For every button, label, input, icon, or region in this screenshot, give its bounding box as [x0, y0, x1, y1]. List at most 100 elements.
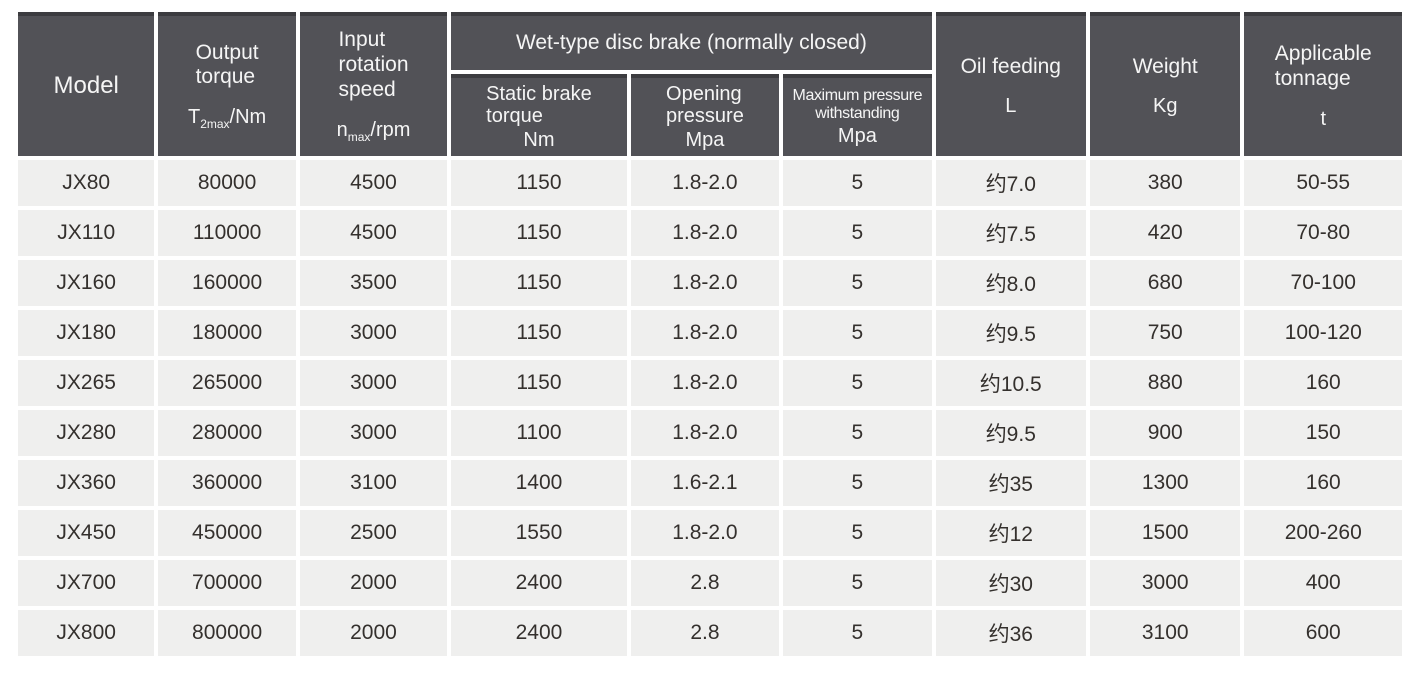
table-cell: 2400 [451, 560, 627, 606]
table-cell: 1.6-2.1 [630, 460, 780, 506]
table-cell: 5 [783, 260, 932, 306]
table-cell: 280000 [158, 410, 296, 456]
table-cell: 160 [1244, 360, 1402, 406]
table-cell: 50-55 [1244, 160, 1402, 206]
header-unit: Mpa [685, 129, 725, 151]
header-label: Weight [1132, 54, 1198, 78]
table-cell: 1150 [451, 210, 627, 256]
table-cell: 800000 [158, 610, 296, 656]
table-cell: 380 [1090, 160, 1241, 206]
table-cell: 2500 [299, 510, 448, 556]
table-header: Model Output torque T2max/Nm Input rotat… [18, 12, 1402, 156]
table-cell: JX280 [18, 410, 155, 456]
header-row-sub: Static brake torque Nm Opening pressure … [18, 74, 1402, 156]
header-opening-pressure: Opening pressure Mpa [630, 74, 780, 156]
table-cell: 1150 [451, 310, 627, 356]
table-cell: 约7.5 [935, 210, 1087, 256]
table-cell: JX160 [18, 260, 155, 306]
table-cell: 约8.0 [935, 260, 1087, 306]
spec-table: Model Output torque T2max/Nm Input rotat… [14, 8, 1406, 660]
table-cell: 1.8-2.0 [630, 310, 780, 356]
header-oil-feeding: Oil feeding L [935, 12, 1087, 156]
table-row: JX80 80000 4500 1150 1.8-2.0 5 约7.0 380 50-55 [18, 160, 1402, 206]
table-cell: 1550 [451, 510, 627, 556]
table-cell: 1150 [451, 360, 627, 406]
table-cell: 3100 [299, 460, 448, 506]
table-cell: 680 [1090, 260, 1241, 306]
table-cell: 约12 [935, 510, 1087, 556]
table-cell: JX360 [18, 460, 155, 506]
header-unit: Nm [523, 129, 555, 151]
table-cell: 1.8-2.0 [630, 360, 780, 406]
table-row: JX160 160000 3500 1150 1.8-2.0 5 约8.0 680 70-100 [18, 260, 1402, 306]
table-cell: JX180 [18, 310, 155, 356]
header-max-pressure-withstanding: Maximum pressure withstanding Mpa [783, 74, 932, 156]
table-row: JX110 110000 4500 1150 1.8-2.0 5 约7.5 420 70-80 [18, 210, 1402, 256]
table-cell: 1150 [451, 160, 627, 206]
header-unit: nmax/rpm [337, 119, 411, 144]
header-unit: t [1320, 107, 1326, 130]
table-cell: 450000 [158, 510, 296, 556]
table-cell: 5 [783, 210, 932, 256]
table-cell: 约30 [935, 560, 1087, 606]
table-cell: JX265 [18, 360, 155, 406]
header-model: Model [18, 12, 155, 156]
table-cell: 150 [1244, 410, 1402, 456]
header-row-top: Model Output torque T2max/Nm Input rotat… [18, 12, 1402, 156]
table-cell: 3500 [299, 260, 448, 306]
table-cell: 约9.5 [935, 310, 1087, 356]
table-cell: JX80 [18, 160, 155, 206]
header-label: Output torque [195, 40, 259, 89]
table-cell: 2000 [299, 610, 448, 656]
header-label: Oil feeding [960, 54, 1061, 78]
table-cell: 约10.5 [935, 360, 1087, 406]
table-cell: 3000 [1090, 560, 1241, 606]
unit-subscript: max [347, 129, 371, 144]
table-cell: 约36 [935, 610, 1087, 656]
header-label: Applicable tonnage [1274, 42, 1372, 90]
table-cell: JX110 [18, 210, 155, 256]
header-label: Model [53, 71, 119, 99]
unit-part: /rpm [370, 118, 411, 141]
table-cell: 2000 [299, 560, 448, 606]
header-unit: L [1005, 95, 1017, 118]
header-label: Input rotation speed [338, 28, 409, 101]
table-cell: 5 [783, 310, 932, 356]
header-static-brake-torque: Static brake torque Nm [451, 74, 627, 156]
table-cell: 1300 [1090, 460, 1241, 506]
table-cell: 100-120 [1244, 310, 1402, 356]
table-cell: 5 [783, 510, 932, 556]
header-label: Static brake torque [486, 83, 592, 127]
table-cell: 700000 [158, 560, 296, 606]
table-cell: 1150 [451, 260, 627, 306]
table-cell: 1.8-2.0 [630, 510, 780, 556]
table-row: JX360 360000 3100 1400 1.6-2.1 5 约35 1300 160 [18, 460, 1402, 506]
table-cell: 3000 [299, 410, 448, 456]
table-cell: 1.8-2.0 [630, 410, 780, 456]
table-cell: 600 [1244, 610, 1402, 656]
unit-part: T [187, 106, 201, 129]
unit-part: /Nm [229, 106, 267, 129]
header-weight: Weight Kg [1090, 12, 1241, 156]
table-cell: 70-80 [1244, 210, 1402, 256]
header-unit: Kg [1153, 95, 1178, 118]
table-cell: 5 [783, 460, 932, 506]
table-cell: 70-100 [1244, 260, 1402, 306]
table-cell: 80000 [158, 160, 296, 206]
table-cell: 200-260 [1244, 510, 1402, 556]
table-cell: 1.8-2.0 [630, 160, 780, 206]
header-label: Maximum pressure withstanding [792, 86, 923, 122]
table-cell: 3000 [299, 360, 448, 406]
table-cell: 1.8-2.0 [630, 210, 780, 256]
table-cell: 900 [1090, 410, 1241, 456]
table-row: JX265 265000 3000 1150 1.8-2.0 5 约10.5 880 160 [18, 360, 1402, 406]
table-cell: 160000 [158, 260, 296, 306]
table-cell: 750 [1090, 310, 1241, 356]
table-body: JX80 80000 4500 1150 1.8-2.0 5 约7.0 380 50-55 JX1… [18, 160, 1402, 656]
table-cell: 4500 [299, 210, 448, 256]
table-row: JX700 700000 2000 2400 2.8 5 约30 3000 400 [18, 560, 1402, 606]
table-row: JX800 800000 2000 2400 2.8 5 约36 3100 600 [18, 610, 1402, 656]
unit-subscript: 2max [200, 117, 230, 132]
table-cell: 5 [783, 560, 932, 606]
